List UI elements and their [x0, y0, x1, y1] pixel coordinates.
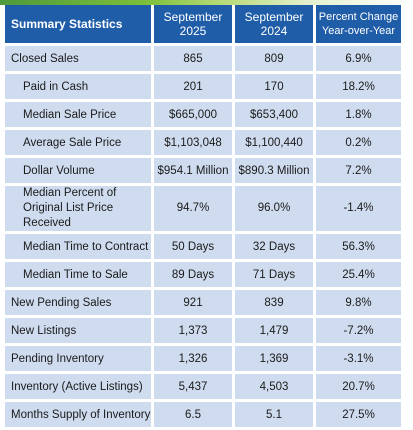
header-summary-statistics: Summary Statistics: [5, 5, 151, 43]
row-label: Closed Sales: [5, 46, 151, 71]
value-sep-2025: 1,373: [154, 318, 232, 343]
value-percent-change: -1.4%: [316, 186, 401, 231]
value-percent-change: 7.2%: [316, 158, 401, 183]
row-label: Paid in Cash: [5, 74, 151, 99]
value-sep-2024: 71 Days: [235, 262, 313, 287]
value-sep-2024: 5.1: [235, 402, 313, 427]
table-row: Median Percent of Original List Price Re…: [5, 186, 401, 231]
row-label: New Listings: [5, 318, 151, 343]
row-label: Average Sale Price: [5, 130, 151, 155]
value-sep-2024: 1,479: [235, 318, 313, 343]
value-sep-2025: 201: [154, 74, 232, 99]
value-sep-2024: $653,400: [235, 102, 313, 127]
value-sep-2024: 1,369: [235, 346, 313, 371]
value-sep-2024: 839: [235, 290, 313, 315]
value-sep-2025: $665,000: [154, 102, 232, 127]
value-sep-2024: 170: [235, 74, 313, 99]
table-row: Median Time to Sale 89 Days 71 Days 25.4…: [5, 262, 401, 287]
table-row: Inventory (Active Listings) 5,437 4,503 …: [5, 374, 401, 399]
row-label: Median Time to Sale: [5, 262, 151, 287]
value-percent-change: 25.4%: [316, 262, 401, 287]
value-percent-change: -7.2%: [316, 318, 401, 343]
value-sep-2025: 5,437: [154, 374, 232, 399]
row-label: New Pending Sales: [5, 290, 151, 315]
header-september-2024: September 2024: [235, 5, 313, 43]
row-label: Months Supply of Inventory: [5, 402, 151, 427]
table-row: Dollar Volume $954.1 Million $890.3 Mill…: [5, 158, 401, 183]
value-sep-2024: 96.0%: [235, 186, 313, 231]
value-sep-2024: 32 Days: [235, 234, 313, 259]
value-sep-2024: 4,503: [235, 374, 313, 399]
table-row: Paid in Cash 201 170 18.2%: [5, 74, 401, 99]
row-label: Inventory (Active Listings): [5, 374, 151, 399]
value-sep-2024: $1,100,440: [235, 130, 313, 155]
table-row: Pending Inventory 1,326 1,369 -3.1%: [5, 346, 401, 371]
value-sep-2024: $890.3 Million: [235, 158, 313, 183]
value-percent-change: 0.2%: [316, 130, 401, 155]
value-sep-2025: 50 Days: [154, 234, 232, 259]
value-percent-change: 27.5%: [316, 402, 401, 427]
value-sep-2025: 6.5: [154, 402, 232, 427]
value-percent-change: -3.1%: [316, 346, 401, 371]
value-percent-change: 18.2%: [316, 74, 401, 99]
value-sep-2025: 94.7%: [154, 186, 232, 231]
value-sep-2025: 89 Days: [154, 262, 232, 287]
value-sep-2025: 865: [154, 46, 232, 71]
value-percent-change: 9.8%: [316, 290, 401, 315]
row-label: Median Time to Contract: [5, 234, 151, 259]
summary-statistics-table: Summary Statistics September 2025 Septem…: [2, 2, 404, 430]
table-row: Months Supply of Inventory 6.5 5.1 27.5%: [5, 402, 401, 427]
value-sep-2025: $954.1 Million: [154, 158, 232, 183]
value-sep-2025: 1,326: [154, 346, 232, 371]
value-percent-change: 1.8%: [316, 102, 401, 127]
table-header-row: Summary Statistics September 2025 Septem…: [5, 5, 401, 43]
value-percent-change: 56.3%: [316, 234, 401, 259]
value-sep-2025: 921: [154, 290, 232, 315]
row-label: Median Sale Price: [5, 102, 151, 127]
value-percent-change: 20.7%: [316, 374, 401, 399]
value-sep-2025: $1,103,048: [154, 130, 232, 155]
table-row: Average Sale Price $1,103,048 $1,100,440…: [5, 130, 401, 155]
table-row: New Listings 1,373 1,479 -7.2%: [5, 318, 401, 343]
value-percent-change: 6.9%: [316, 46, 401, 71]
table-row: Median Sale Price $665,000 $653,400 1.8%: [5, 102, 401, 127]
row-label: Dollar Volume: [5, 158, 151, 183]
header-september-2025: September 2025: [154, 5, 232, 43]
row-label: Pending Inventory: [5, 346, 151, 371]
table-row: New Pending Sales 921 839 9.8%: [5, 290, 401, 315]
header-percent-change: Percent Change Year-over-Year: [316, 5, 401, 43]
table-row: Closed Sales 865 809 6.9%: [5, 46, 401, 71]
header-accent-bar: [0, 0, 413, 5]
table-row: Median Time to Contract 50 Days 32 Days …: [5, 234, 401, 259]
row-label: Median Percent of Original List Price Re…: [5, 186, 151, 231]
value-sep-2024: 809: [235, 46, 313, 71]
